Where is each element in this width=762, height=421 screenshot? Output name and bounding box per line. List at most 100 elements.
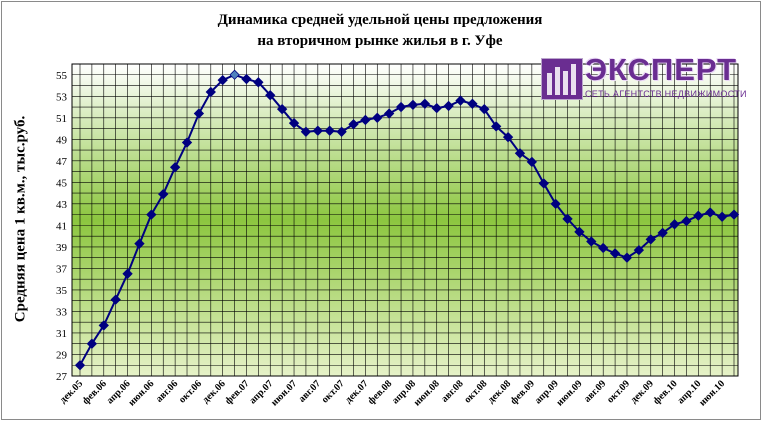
y-tick-label: 31: [56, 328, 67, 340]
x-tick-label: окт.07: [320, 378, 347, 405]
data-point: [502, 131, 514, 143]
y-axis-label: Средняя цена 1 кв.м., тыс.руб.: [12, 115, 29, 323]
data-point: [395, 101, 407, 113]
chart-title-line1: Динамика средней удельной цены предложен…: [217, 12, 543, 28]
data-point: [193, 108, 205, 119]
x-tick-label: июн.10: [697, 378, 727, 408]
data-point: [431, 102, 442, 114]
data-point: [229, 69, 240, 80]
x-tick-label: июн.09: [554, 378, 584, 408]
plot-area: [71, 63, 739, 377]
y-tick-label: 49: [56, 134, 68, 146]
data-point: [467, 98, 478, 109]
x-tick-label: июн.07: [269, 378, 299, 408]
x-tick-label: дек.09: [628, 378, 655, 405]
data-point: [217, 74, 228, 86]
data-point: [181, 137, 193, 148]
data-point: [348, 119, 359, 130]
y-tick-label: 55: [56, 70, 68, 82]
data-point: [276, 104, 288, 115]
data-point: [574, 226, 585, 238]
x-tick-label: окт.08: [462, 378, 489, 405]
data-point: [681, 215, 692, 227]
data-point: [265, 90, 276, 101]
data-point: [74, 360, 86, 371]
y-tick-label: 33: [56, 306, 68, 318]
data-point: [657, 227, 668, 239]
data-point: [134, 238, 145, 249]
data-point: [110, 294, 121, 305]
data-point: [158, 189, 169, 200]
data-point: [122, 268, 133, 279]
y-tick-label: 43: [56, 199, 68, 211]
data-point: [562, 213, 573, 225]
data-point: [205, 86, 216, 98]
data-point: [598, 242, 609, 254]
expert-logo: ЭКСПЕРТ СЕТЬ АГЕНТСТВ НЕДВИЖИМОСТИ: [541, 52, 747, 100]
data-point: [336, 126, 347, 137]
data-point: [324, 125, 335, 136]
x-tick-label: окт.09: [605, 378, 632, 405]
data-point: [550, 198, 561, 210]
data-point: [312, 125, 323, 136]
data-point: [419, 98, 431, 109]
y-tick-label: 27: [56, 371, 68, 383]
data-point: [383, 108, 395, 119]
series-markers: [74, 69, 740, 371]
data-point: [407, 99, 419, 111]
data-point: [526, 156, 538, 168]
data-point: [241, 73, 252, 85]
x-tick-label: фев.06: [80, 378, 108, 406]
data-point: [86, 338, 98, 349]
y-tick-label: 29: [56, 349, 68, 361]
y-tick-label: 39: [56, 242, 68, 254]
data-point: [443, 100, 454, 112]
x-tick-label: фев.09: [509, 378, 537, 406]
data-point: [372, 112, 383, 123]
y-tick-label: 47: [56, 156, 68, 168]
data-point: [300, 126, 312, 137]
logo-tagline: СЕТЬ АГЕНТСТВ НЕДВИЖИМОСТИ: [585, 89, 747, 99]
data-point: [705, 207, 716, 218]
data-point: [491, 121, 502, 132]
logo-mark-icon: [541, 58, 583, 100]
data-point: [728, 209, 740, 220]
y-tick-label: 35: [56, 285, 68, 297]
x-tick-label: авг.08: [439, 378, 465, 404]
data-point: [716, 211, 728, 222]
data-point: [586, 236, 597, 247]
data-point: [633, 244, 645, 256]
data-point: [253, 77, 264, 88]
data-point: [514, 148, 526, 159]
data-point: [146, 209, 157, 220]
y-tick-label: 45: [56, 177, 68, 189]
data-point: [360, 114, 371, 126]
logo-wordmark: ЭКСПЕРТ: [585, 52, 738, 87]
data-point: [609, 248, 621, 259]
x-tick-label: окт.06: [177, 378, 204, 405]
x-tick-label: фев.07: [223, 378, 251, 406]
gridlines: [72, 63, 738, 377]
x-axis-ticks: дек.05фев.06апр.06июн.06авг.06окт.06дек.…: [58, 378, 728, 408]
x-tick-label: авг.09: [582, 378, 608, 404]
data-point: [621, 252, 633, 263]
y-tick-label: 37: [56, 263, 68, 275]
x-tick-label: дек.06: [200, 378, 227, 405]
x-tick-label: дек.07: [343, 378, 370, 405]
data-point: [455, 95, 466, 106]
data-point: [98, 320, 109, 331]
x-tick-label: фев.08: [366, 378, 394, 406]
data-point: [538, 178, 549, 189]
x-tick-label: июн.06: [126, 378, 156, 408]
x-tick-label: авг.07: [297, 378, 323, 404]
data-point: [693, 210, 704, 221]
x-tick-label: фев.10: [651, 378, 679, 406]
chart-title-line2: на вторичном рынке жилья в г. Уфе: [257, 33, 503, 49]
data-point: [169, 162, 181, 173]
y-tick-label: 53: [56, 91, 68, 103]
data-point: [645, 234, 656, 245]
y-tick-label: 51: [56, 113, 67, 125]
data-point: [288, 118, 300, 129]
x-tick-label: авг.06: [154, 378, 180, 404]
